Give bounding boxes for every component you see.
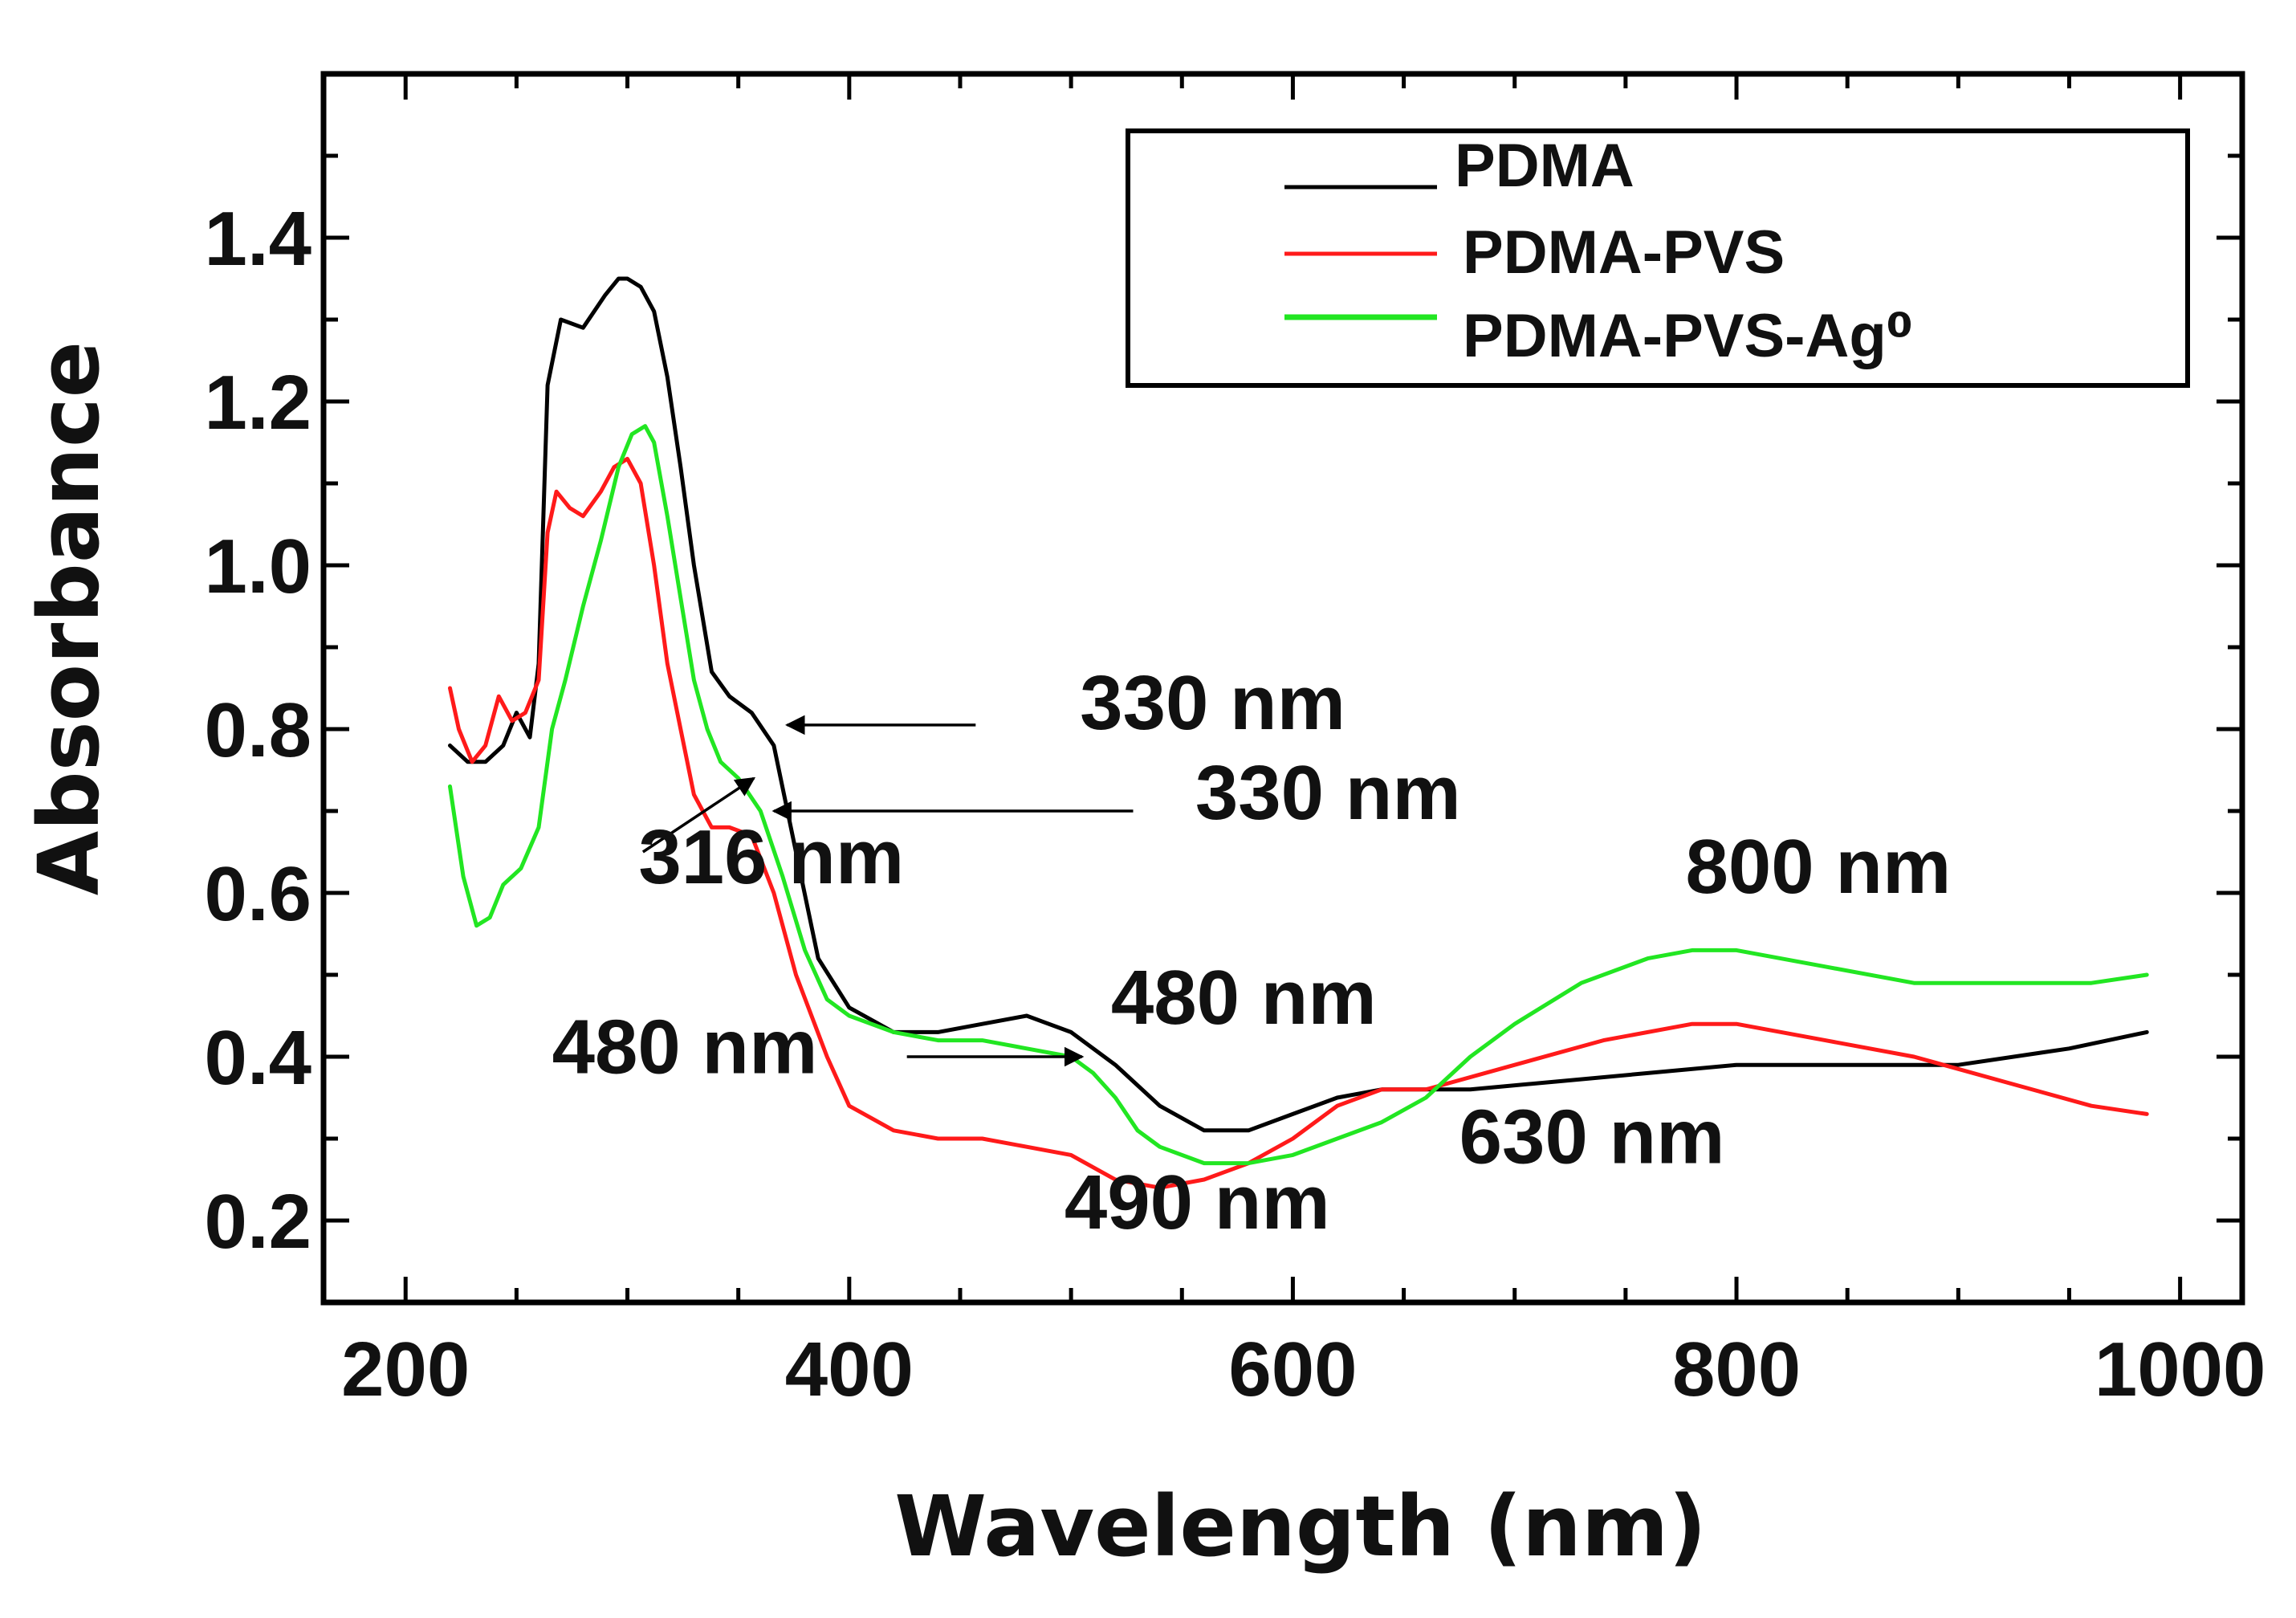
y-tick-label-0-6: 0.6 (205, 851, 311, 937)
x-tick-label-400: 400 (785, 1327, 914, 1412)
annotation-arrow-3 (641, 776, 756, 854)
legend: PDMA PDMA-PVS PDMA-PVS-Ag⁰ (1126, 128, 2190, 388)
y-tick-label-1: 1.0 (205, 524, 311, 609)
plot-frame (320, 71, 2245, 1306)
y-tick-label-1-4: 1.4 (205, 196, 311, 282)
legend-label-pdma-pvs: PDMA-PVS (1463, 218, 1785, 287)
annotation-label-3: 316 nm (638, 814, 904, 900)
series-line-pdma-pvs (448, 456, 2149, 1190)
annotation-label-4: 480 nm (1111, 955, 1377, 1041)
annotation-label-7: 490 nm (1065, 1159, 1330, 1245)
y-axis-title: Absorbance (20, 341, 118, 895)
y-tick-label-0-8: 0.8 (205, 687, 311, 773)
x-axis-title: Wavelength (nm) (894, 1477, 1707, 1575)
legend-box (1126, 128, 2190, 388)
series-line-pdma (448, 276, 2149, 1133)
y-tick-label-0-2: 0.2 (205, 1179, 311, 1265)
annotation-label-8: 800 nm (1685, 824, 1951, 910)
x-tick-label-800: 800 (1672, 1327, 1801, 1412)
x-tick-label-600: 600 (1228, 1327, 1357, 1412)
x-tick-label-200: 200 (341, 1327, 470, 1412)
y-tick-label-1-2: 1.2 (205, 360, 311, 446)
tick-labels: 200 400 600 800 1000 0.2 0.4 0.6 0.8 1.0 1.2 1.4 (205, 196, 2266, 1412)
annotation-label-2: 330 nm (1195, 750, 1461, 836)
y-tick-label-0-4: 0.4 (205, 1015, 311, 1101)
annotation-label-5: 480 nm (552, 1004, 818, 1090)
legend-label-pdma-pvs-ag: PDMA-PVS-Ag⁰ (1463, 302, 1913, 370)
series-line-pdma-pvs-ag (448, 424, 2149, 1166)
annotation-label-6: 630 nm (1459, 1094, 1725, 1180)
legend-label-pdma: PDMA (1455, 132, 1634, 200)
series-group (448, 276, 2149, 1190)
x-tick-label-1000: 1000 (2094, 1327, 2266, 1412)
annotation-label-1: 330 nm (1080, 660, 1345, 746)
